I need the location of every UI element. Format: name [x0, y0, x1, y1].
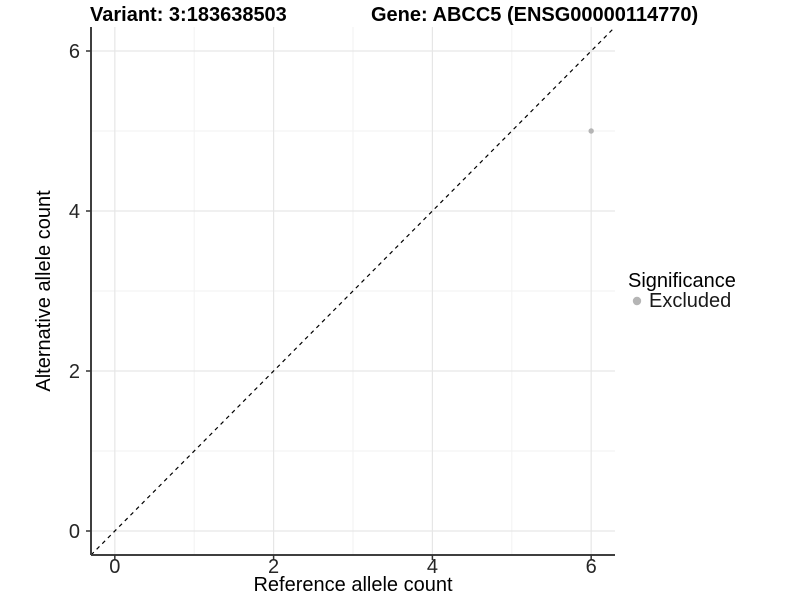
x-axis-title: Reference allele count: [253, 574, 452, 596]
variant-title: Variant: 3:183638503: [90, 4, 287, 26]
data-point: [588, 128, 594, 134]
legend-entry-label: Excluded: [649, 290, 731, 312]
y-tick-label: 0: [69, 521, 80, 543]
geom-layer: [90, 26, 616, 556]
x-tick-label: 0: [109, 556, 120, 578]
x-tick-label: 6: [586, 556, 597, 578]
y-tick-label: 4: [69, 201, 80, 223]
y-axis-title: Alternative allele count: [33, 190, 55, 392]
x-tick-label: 4: [427, 556, 438, 578]
legend-dot-icon: [632, 296, 642, 306]
legend-title: Significance: [628, 270, 736, 292]
y-tick-label: 2: [69, 361, 80, 383]
legend: Significance Excluded: [628, 270, 736, 312]
x-tick-label: 2: [268, 556, 279, 578]
identity-dashed-line: [90, 26, 616, 556]
axis-layer: 0 2 4 6 0 2 4 6: [69, 27, 615, 578]
y-tick-label: 6: [69, 41, 80, 63]
gene-title: Gene: ABCC5 (ENSG00000114770): [371, 4, 698, 26]
